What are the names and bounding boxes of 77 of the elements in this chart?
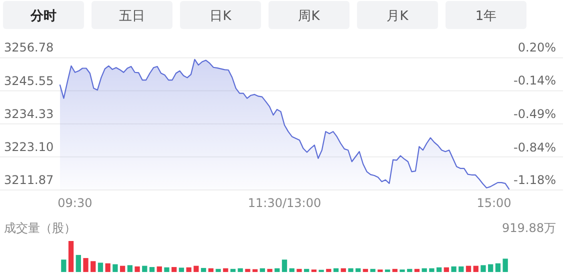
y2-tick-label: -0.49% (514, 106, 556, 121)
bar (370, 268, 376, 272)
y2-tick-label: -0.14% (514, 73, 556, 88)
bar (333, 268, 339, 272)
bar (172, 267, 177, 272)
bar (466, 266, 472, 272)
text: 周K (298, 9, 320, 24)
bar (200, 268, 206, 272)
bar (429, 268, 434, 272)
bar (260, 268, 265, 272)
bar (480, 265, 486, 272)
x-tick-label: 15:00 (476, 196, 512, 210)
text: 919.88万 (502, 221, 556, 235)
bar (340, 268, 346, 272)
bar (362, 268, 368, 272)
bar (436, 267, 442, 272)
bar (326, 268, 332, 272)
y2-tick-label: -0.84% (514, 140, 556, 154)
bar (451, 266, 456, 272)
bar (149, 267, 155, 272)
text: 1年 (475, 9, 497, 24)
text: 五日 (119, 9, 145, 24)
bar (274, 268, 280, 272)
bar (495, 263, 501, 272)
bar (422, 268, 427, 272)
chart-title: 成交量（股） (4, 221, 76, 235)
bar (356, 268, 361, 272)
bar (134, 266, 140, 272)
bar (245, 268, 250, 272)
bar (105, 263, 110, 272)
bar (83, 258, 88, 272)
bar (252, 269, 258, 272)
bar (488, 264, 494, 272)
y-tick-label: 3245.55 (4, 74, 54, 88)
bar (76, 254, 81, 272)
bar (230, 268, 236, 272)
bar (208, 268, 214, 272)
bar (186, 267, 192, 272)
bar (458, 266, 464, 272)
bar (348, 268, 354, 272)
y2-tick-label: 0.20% (518, 40, 556, 55)
bar (194, 266, 199, 272)
bar (282, 260, 288, 272)
y2-tick-label: -1.18% (514, 173, 556, 187)
x-tick-label: 09:30 (58, 196, 92, 210)
bar (407, 268, 412, 272)
bar (142, 266, 148, 272)
bar (90, 261, 96, 272)
bar (127, 265, 132, 272)
bar (98, 262, 104, 272)
bar (68, 241, 74, 272)
bar (304, 268, 310, 272)
x-tick-label: 11:30/13:00 (248, 196, 322, 210)
bar (296, 268, 302, 272)
bar (178, 268, 184, 272)
bar (164, 267, 170, 272)
bar (502, 258, 508, 272)
bar (238, 268, 243, 272)
text: 月K (386, 9, 409, 24)
y-tick-label: 3234.33 (4, 106, 54, 121)
bar (444, 267, 450, 272)
text: 日K (210, 9, 232, 24)
bar (392, 268, 398, 272)
bar (156, 266, 162, 272)
y-tick-label: 3256.78 (4, 40, 54, 55)
bar (289, 268, 294, 272)
y-tick-label: 3211.87 (4, 173, 54, 187)
bar (473, 266, 478, 272)
y-tick-label: 3223.10 (4, 140, 54, 154)
bar (61, 260, 66, 272)
bar (112, 264, 118, 272)
bar (216, 268, 221, 272)
text: 分时 (30, 9, 56, 24)
bar (223, 268, 228, 272)
bar (414, 268, 420, 272)
bar (120, 266, 126, 272)
bar (267, 268, 272, 272)
